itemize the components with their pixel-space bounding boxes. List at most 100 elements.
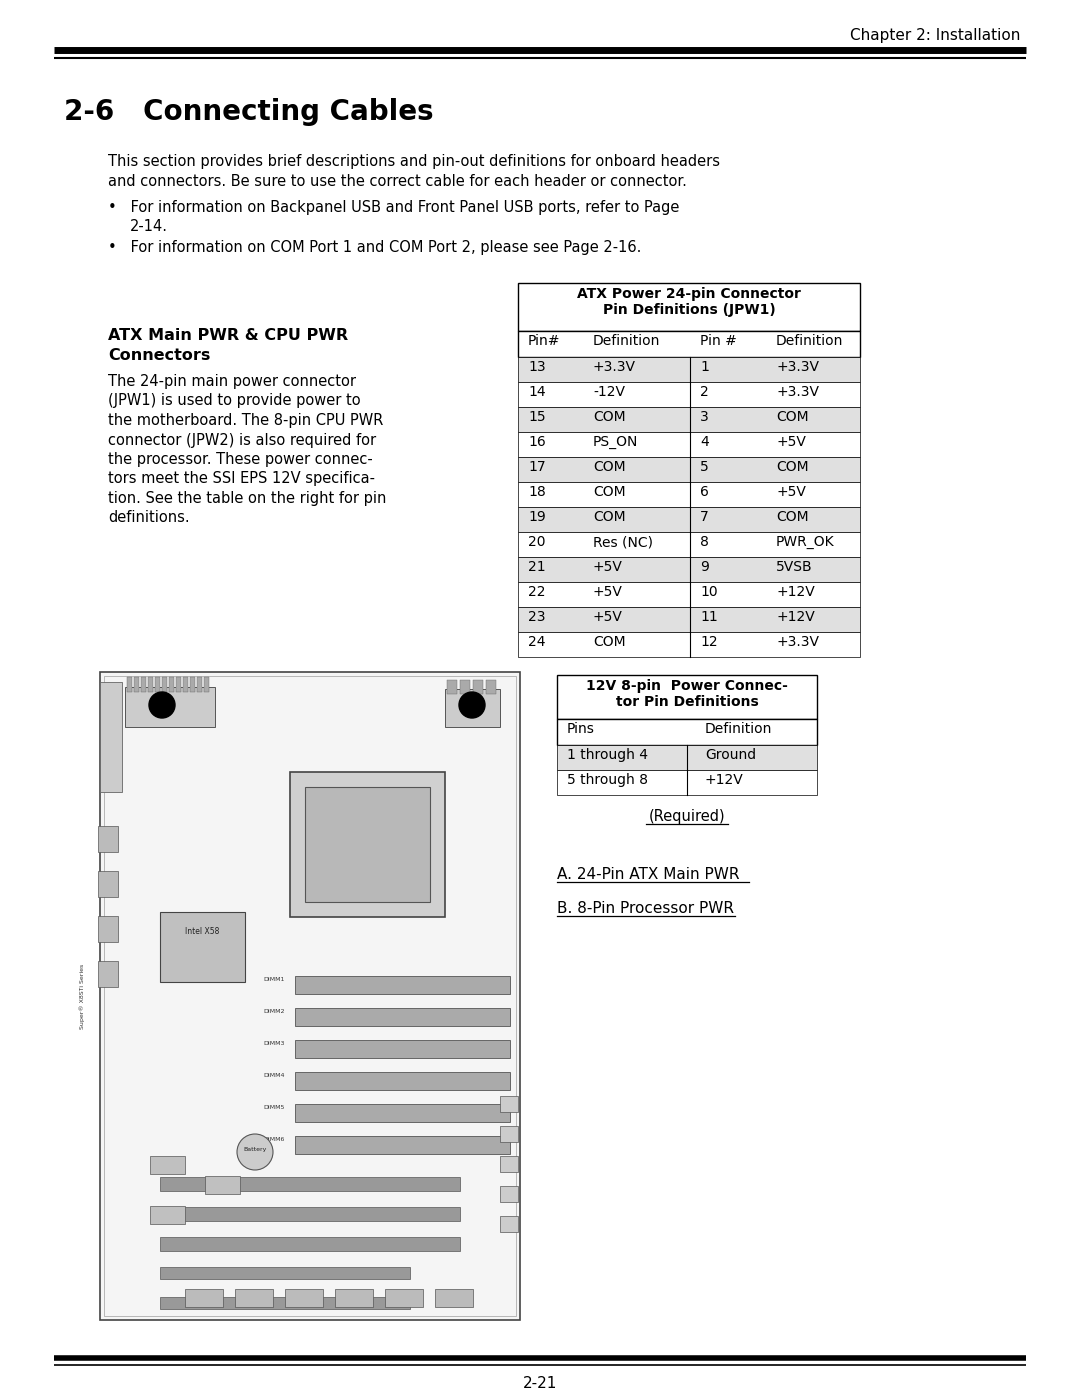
Bar: [384, 1289, 423, 1308]
Bar: [100, 672, 519, 1320]
Text: COM: COM: [593, 409, 625, 425]
Bar: [518, 631, 860, 657]
Bar: [518, 432, 860, 457]
Bar: [98, 826, 118, 852]
Bar: [445, 689, 500, 726]
Bar: [160, 1267, 410, 1280]
Text: 13: 13: [528, 360, 545, 374]
Text: connector (JPW2) is also required for: connector (JPW2) is also required for: [108, 433, 376, 447]
Text: COM: COM: [777, 409, 809, 425]
Text: 4: 4: [700, 434, 708, 448]
Text: +5V: +5V: [777, 434, 806, 448]
Circle shape: [237, 1134, 273, 1171]
Text: Pin#: Pin#: [528, 334, 561, 348]
Bar: [160, 912, 245, 982]
Text: +3.3V: +3.3V: [777, 386, 819, 400]
Text: COM: COM: [593, 485, 625, 499]
Bar: [162, 678, 167, 692]
Text: COM: COM: [777, 510, 809, 524]
Bar: [557, 719, 816, 745]
Text: COM: COM: [593, 460, 625, 474]
Text: and connectors. Be sure to use the correct cable for each header or connector.: and connectors. Be sure to use the corre…: [108, 175, 687, 189]
Text: Intel X58: Intel X58: [185, 928, 219, 936]
Bar: [160, 1178, 460, 1192]
Bar: [518, 557, 860, 583]
Text: 16: 16: [528, 434, 545, 448]
Text: 7: 7: [700, 510, 708, 524]
Text: Res (NC): Res (NC): [593, 535, 653, 549]
Bar: [500, 1186, 518, 1201]
Text: PS_ON: PS_ON: [593, 434, 638, 448]
Text: 2-21: 2-21: [523, 1376, 557, 1391]
Bar: [295, 977, 510, 995]
Bar: [486, 680, 496, 694]
Bar: [185, 1289, 222, 1308]
Bar: [518, 381, 860, 407]
Bar: [127, 678, 132, 692]
Bar: [295, 1071, 510, 1090]
Bar: [190, 678, 195, 692]
Bar: [500, 1097, 518, 1112]
Text: Intel 1366 Processor: Intel 1366 Processor: [328, 802, 406, 812]
Bar: [98, 916, 118, 942]
Bar: [98, 961, 118, 988]
Bar: [460, 680, 470, 694]
Text: DIMM3: DIMM3: [264, 1041, 285, 1046]
Text: COM: COM: [777, 460, 809, 474]
Bar: [518, 507, 860, 532]
Text: The 24-pin main power connector: The 24-pin main power connector: [108, 374, 356, 388]
Text: +3.3V: +3.3V: [593, 360, 636, 374]
Bar: [447, 680, 457, 694]
Text: Pins: Pins: [567, 722, 595, 736]
Text: Super® X8STi Series: Super® X8STi Series: [79, 964, 85, 1028]
Bar: [176, 678, 181, 692]
Text: +5V: +5V: [593, 560, 623, 574]
Bar: [295, 1009, 510, 1025]
Text: 2: 2: [700, 386, 708, 400]
Bar: [557, 745, 816, 770]
Text: 14: 14: [528, 386, 545, 400]
Bar: [518, 358, 860, 381]
Bar: [557, 675, 816, 719]
Text: A: A: [158, 697, 166, 711]
Text: •   For information on COM Port 1 and COM Port 2, please see Page 2-16.: • For information on COM Port 1 and COM …: [108, 240, 642, 256]
Circle shape: [149, 692, 175, 718]
Text: +12V: +12V: [777, 585, 814, 599]
Text: COM: COM: [593, 510, 625, 524]
Bar: [285, 1289, 323, 1308]
Bar: [148, 678, 153, 692]
Bar: [160, 1207, 460, 1221]
Bar: [295, 1104, 510, 1122]
Text: 6: 6: [700, 485, 708, 499]
Bar: [235, 1289, 273, 1308]
Bar: [183, 678, 188, 692]
Bar: [305, 787, 430, 902]
Text: Battery: Battery: [243, 1147, 267, 1153]
Text: 20: 20: [528, 535, 545, 549]
Text: 18: 18: [528, 485, 545, 499]
Text: Definition: Definition: [777, 334, 843, 348]
Bar: [104, 676, 516, 1316]
Bar: [518, 608, 860, 631]
Bar: [518, 407, 860, 432]
Bar: [168, 678, 174, 692]
Text: 10: 10: [700, 585, 717, 599]
Text: (Required): (Required): [649, 809, 726, 824]
Bar: [295, 1039, 510, 1058]
Text: 12V 8-pin  Power Connec-: 12V 8-pin Power Connec-: [586, 679, 788, 693]
Bar: [204, 678, 210, 692]
Text: Chapter 2: Installation: Chapter 2: Installation: [850, 28, 1020, 43]
Text: B: B: [468, 697, 476, 711]
Text: 11: 11: [700, 610, 718, 624]
Text: 2-6   Connecting Cables: 2-6 Connecting Cables: [64, 98, 434, 126]
Text: +5V: +5V: [777, 485, 806, 499]
Bar: [100, 682, 122, 792]
Text: This section provides brief descriptions and pin-out definitions for onboard hea: This section provides brief descriptions…: [108, 154, 720, 169]
Text: B. 8-Pin Processor PWR: B. 8-Pin Processor PWR: [557, 901, 734, 916]
Bar: [160, 1296, 410, 1309]
Text: Definition: Definition: [593, 334, 660, 348]
Text: 1 through 4: 1 through 4: [567, 747, 648, 761]
Text: ATX Main PWR & CPU PWR: ATX Main PWR & CPU PWR: [108, 328, 348, 344]
Bar: [435, 1289, 473, 1308]
Text: •   For information on Backpanel USB and Front Panel USB ports, refer to Page: • For information on Backpanel USB and F…: [108, 200, 679, 215]
